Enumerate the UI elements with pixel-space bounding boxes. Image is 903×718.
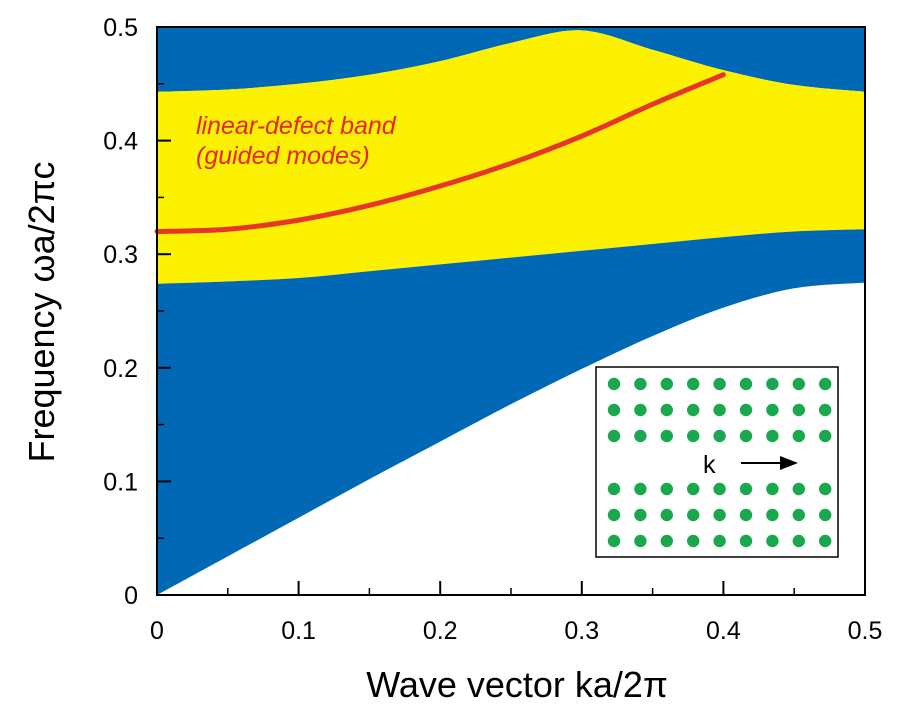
lattice-rod-dot [792,508,805,522]
band-gap-region [157,30,865,284]
lattice-rod-dot [739,403,753,417]
x-tick-label: 0.3 [564,617,599,645]
lattice-rod-dot [766,377,779,391]
lattice-rod-dot [739,482,753,496]
lattice-rod-dot [607,482,621,496]
axis-ticks: 0 0.1 0.2 0.3 0.4 0.5 0 0.1 0.2 0.3 0.4 0.5 [103,14,882,645]
lattice-rod-dot [687,403,700,417]
inset-k-label: k [703,451,716,479]
lattice-rod-dot [766,534,779,548]
x-tick-label: 0 [150,617,164,645]
y-tick-label: 0.2 [103,355,138,383]
lattice-rod-dot [634,377,647,391]
x-tick-label: 0.1 [281,617,316,645]
lattice-rod-dot [792,482,805,496]
lattice-rod-dot [766,403,779,417]
lattice-rod-dot [687,508,700,522]
y-tick-label: 0.5 [103,14,138,42]
lattice-rod-dot [687,482,700,496]
lattice-rod-dot [792,403,805,417]
lattice-rod-dot [739,508,753,522]
x-axis-title: Wave vector ka/2π [366,664,668,705]
lattice-rod-dot [634,534,647,548]
lattice-rod-dot [792,429,805,443]
x-tick-label: 0.4 [706,617,741,645]
lattice-rod-dot [819,534,832,548]
lattice-rod-dot [607,508,621,522]
lattice-rod-dot [607,429,621,443]
lattice-rod-dot [819,377,832,391]
lattice-rod-dot [660,429,673,443]
lattice-rod-dot [687,377,700,391]
lattice-rod-dot [713,403,726,417]
y-tick-label: 0 [124,582,138,610]
lower-bulk-band-region [157,229,865,595]
upper-bulk-band-region [157,27,865,92]
lattice-rod-dot [792,377,805,391]
lattice-rod-dot [634,429,647,443]
band-regions [157,27,865,595]
lattice-rod-dot [766,429,779,443]
annotation-guided-modes: (guided modes) [196,142,370,170]
lattice-rods [607,377,832,548]
lattice-rod-dot [819,403,832,417]
y-tick-label: 0.4 [103,128,138,156]
x-tick-label: 0.2 [423,617,458,645]
lattice-rod-dot [766,482,779,496]
lattice-rod-dot [739,377,753,391]
lattice-rod-dot [713,429,726,443]
y-tick-label: 0.3 [103,241,138,269]
lattice-rod-dot [660,482,673,496]
lattice-rod-dot [819,482,832,496]
inset-lattice: k [595,366,839,558]
lattice-rod-dot [660,403,673,417]
lattice-rod-dot [607,377,621,391]
lattice-rod-dot [660,377,673,391]
lattice-rod-dot [713,482,726,496]
lattice-rod-dot [792,534,805,548]
arrow-right-icon [741,456,798,470]
inset-frame [595,366,839,558]
lattice-rod-dot [819,429,832,443]
lattice-rod-dot [634,403,647,417]
lattice-rod-dot [766,508,779,522]
defect-band-line [154,72,726,234]
lattice-rod-dot [819,508,832,522]
lattice-rod-dot [713,508,726,522]
lattice-rod-dot [713,377,726,391]
lattice-rod-dot [739,534,753,548]
lattice-rod-dot [713,534,726,548]
lattice-rod-dot [739,429,753,443]
y-axis-title: Frequency ωa/2πc [21,161,62,462]
lattice-rod-dot [634,482,647,496]
lattice-rod-dot [687,534,700,548]
x-tick-label: 0.5 [848,617,883,645]
lattice-rod-dot [687,429,700,443]
annotation-defect-band: linear-defect band [196,112,397,140]
lattice-rod-dot [660,508,673,522]
lattice-rod-dot [634,508,647,522]
y-tick-label: 0.1 [103,468,138,496]
lattice-rod-dot [607,534,621,548]
lattice-rod-dot [607,403,621,417]
defect-band-layer [154,72,726,234]
lattice-rod-dot [660,534,673,548]
